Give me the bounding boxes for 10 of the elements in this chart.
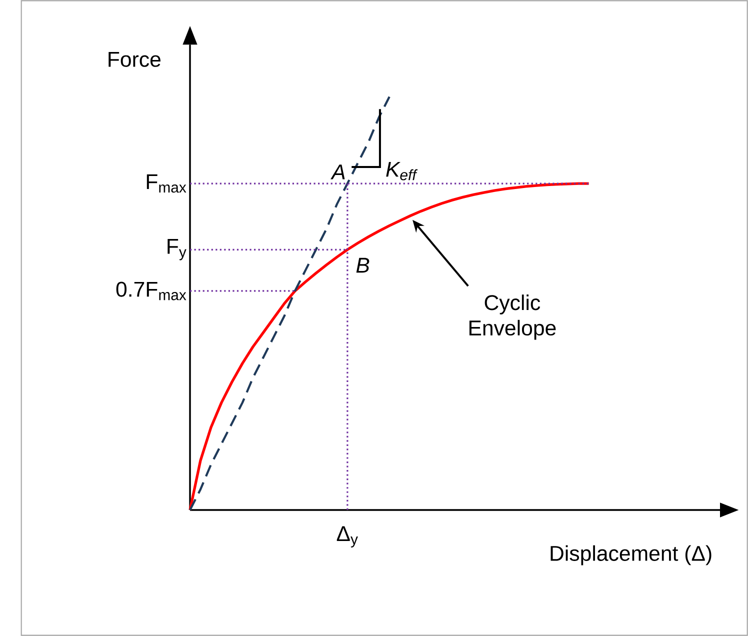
annotation: Cyclic Envelope [469,294,556,340]
text: F$_{max}$ [146,174,186,193]
text: F$_{y}$ [168,239,186,260]
annotation: K$_{eff}$ [386,162,418,180]
text: Δ$_{y}$ [336,526,358,548]
annotation: B [356,258,370,273]
annotation: A [330,164,345,180]
x-axis-title: Displacement (Δ) [550,545,712,566]
text: 0.7F$_{max}$ [116,282,186,300]
y-axis-title: Force [108,52,160,67]
